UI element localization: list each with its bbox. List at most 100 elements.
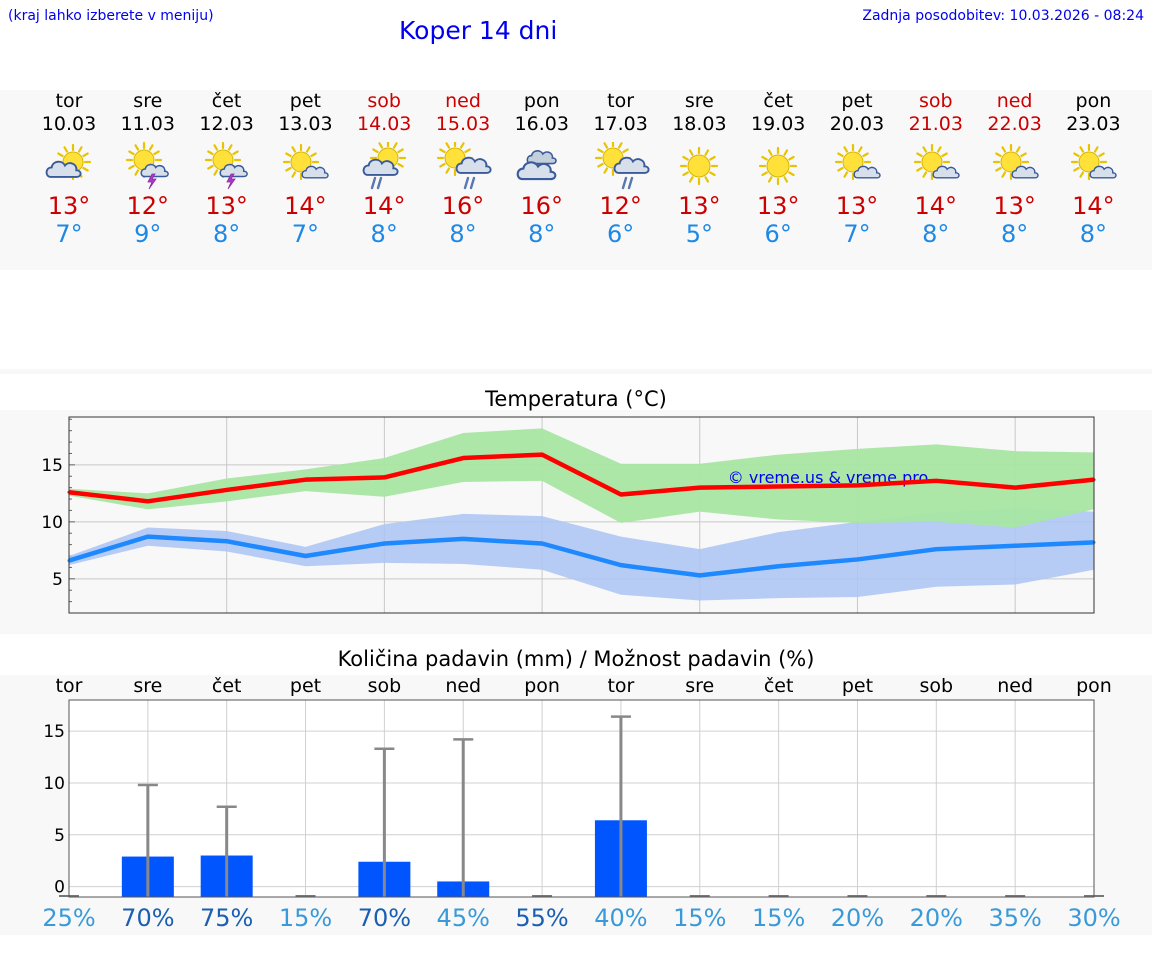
day-column: čet 12.03 13° 8° xyxy=(187,90,266,248)
sun-small-cloud-icon xyxy=(834,143,881,181)
day-column: pon 16.03 16° 8° xyxy=(502,90,581,248)
tmax-point xyxy=(1013,486,1017,490)
sun-cloud-rain-icon xyxy=(594,142,650,190)
rain-drops xyxy=(463,176,476,190)
day-date: 21.03 xyxy=(908,113,963,135)
x-tick-label: čet xyxy=(212,675,242,697)
day-column: sob 14.03 14° 8° xyxy=(345,90,424,248)
precipitation-probability: 30% xyxy=(1067,904,1120,932)
day-date: 18.03 xyxy=(672,113,727,135)
tmax-point xyxy=(146,499,150,503)
day-name: tor xyxy=(607,90,635,112)
sun-small-cloud-icon xyxy=(1071,143,1118,181)
day-column: sre 18.03 13° 5° xyxy=(660,90,739,248)
min-temperature: 9° xyxy=(134,220,162,248)
precipitation-probability: 45% xyxy=(437,904,490,932)
x-tick-label: sob xyxy=(368,675,402,697)
precipitation-probability: 15% xyxy=(279,904,332,932)
precipitation-probability: 70% xyxy=(121,904,174,932)
x-tick-label: tor xyxy=(607,675,634,697)
max-temperature: 13° xyxy=(993,192,1036,220)
day-date: 12.03 xyxy=(199,113,254,135)
day-date: 22.03 xyxy=(987,113,1042,135)
tmin-point xyxy=(461,537,465,541)
day-date: 13.03 xyxy=(278,113,333,135)
day-column: ned 22.03 13° 8° xyxy=(975,90,1054,248)
precipitation-probability: 20% xyxy=(910,904,963,932)
sun-shape xyxy=(680,146,719,186)
menu-hint[interactable]: (kraj lahko izberete v meniju) xyxy=(8,8,214,24)
tmax-range-band xyxy=(69,428,1094,528)
max-temperature: 13° xyxy=(756,192,800,220)
tmin-point xyxy=(304,554,308,558)
precipitation-probability: 15% xyxy=(673,904,726,932)
min-temperature: 8° xyxy=(922,220,950,248)
sun-cloud-rain-icon xyxy=(436,142,492,190)
day-name: pet xyxy=(841,90,873,112)
sun-icon xyxy=(759,146,798,186)
sun-rain-icon xyxy=(362,142,407,190)
day-column: sre 11.03 12° 9° xyxy=(108,90,187,248)
min-temperature: 8° xyxy=(449,220,477,248)
sun-shape xyxy=(759,146,798,186)
x-tick-label: pet xyxy=(842,675,873,697)
day-date: 15.03 xyxy=(435,113,491,135)
sun-shape xyxy=(283,143,320,181)
day-name: tor xyxy=(55,90,83,112)
sun-cloud-icon xyxy=(45,143,92,181)
min-temperature: 8° xyxy=(212,220,241,248)
x-tick-label: pon xyxy=(1076,675,1112,697)
day-name: pet xyxy=(289,90,321,112)
max-temperature: 14° xyxy=(1072,192,1115,220)
tmin-point xyxy=(382,541,386,545)
min-temperature: 8° xyxy=(1000,220,1029,248)
max-temperature: 13° xyxy=(47,192,91,220)
precipitation-probability: 25% xyxy=(42,904,95,932)
sun-thunder-icon xyxy=(204,142,248,190)
tmax-point xyxy=(698,486,702,490)
cloudy-icon xyxy=(516,150,557,181)
day-date: 11.03 xyxy=(120,113,175,135)
day-date: 19.03 xyxy=(750,113,806,135)
min-temperature: 8° xyxy=(370,220,398,248)
max-temperature: 14° xyxy=(914,192,958,220)
plot-frame xyxy=(68,416,1095,614)
day-date: 20.03 xyxy=(829,113,885,135)
tmax-point xyxy=(619,492,623,496)
day-column: tor 17.03 12° 6° xyxy=(581,90,660,248)
precipitation-probability: 55% xyxy=(515,904,568,932)
day-date: 14.03 xyxy=(356,113,412,135)
day-name: ned xyxy=(996,90,1033,112)
rain-drops xyxy=(621,176,633,190)
tmin-point xyxy=(855,557,859,561)
tmin-point xyxy=(698,573,702,577)
tmax-point xyxy=(855,483,859,487)
max-temperature: 12° xyxy=(599,192,642,220)
rain-drops xyxy=(370,176,383,190)
temperature-chart-title: Temperatura (°C) xyxy=(485,387,667,411)
day-name: čet xyxy=(211,90,242,112)
day-date: 10.03 xyxy=(41,113,97,135)
precipitation-chart-title: Količina padavin (mm) / Možnost padavin … xyxy=(337,647,815,671)
tmin-point xyxy=(777,564,781,568)
tmax-point xyxy=(777,485,781,489)
day-date: 23.03 xyxy=(1066,113,1121,135)
x-tick-label: sob xyxy=(920,675,954,697)
min-temperature: 8° xyxy=(528,220,556,248)
min-temperature: 6° xyxy=(606,220,635,248)
tmax-point xyxy=(540,453,544,457)
min-temperature: 8° xyxy=(1079,220,1108,248)
precipitation-probability: 75% xyxy=(200,904,253,932)
cloud-shape xyxy=(45,160,82,178)
last-update: Zadnja posodobitev: 10.03.2026 - 08:24 xyxy=(862,8,1144,24)
tmin-point xyxy=(540,541,544,545)
tmax-line xyxy=(68,452,1095,504)
x-tick-label: sre xyxy=(685,675,714,697)
day-date: 16.03 xyxy=(514,113,569,135)
x-tick-label: ned xyxy=(997,675,1033,697)
y-tick-label: 5 xyxy=(54,826,65,846)
day-column: čet 19.03 13° 6° xyxy=(739,90,818,248)
cloud-shape xyxy=(1011,165,1039,179)
max-temperature: 16° xyxy=(520,192,564,220)
x-tick-label: ned xyxy=(445,675,481,697)
